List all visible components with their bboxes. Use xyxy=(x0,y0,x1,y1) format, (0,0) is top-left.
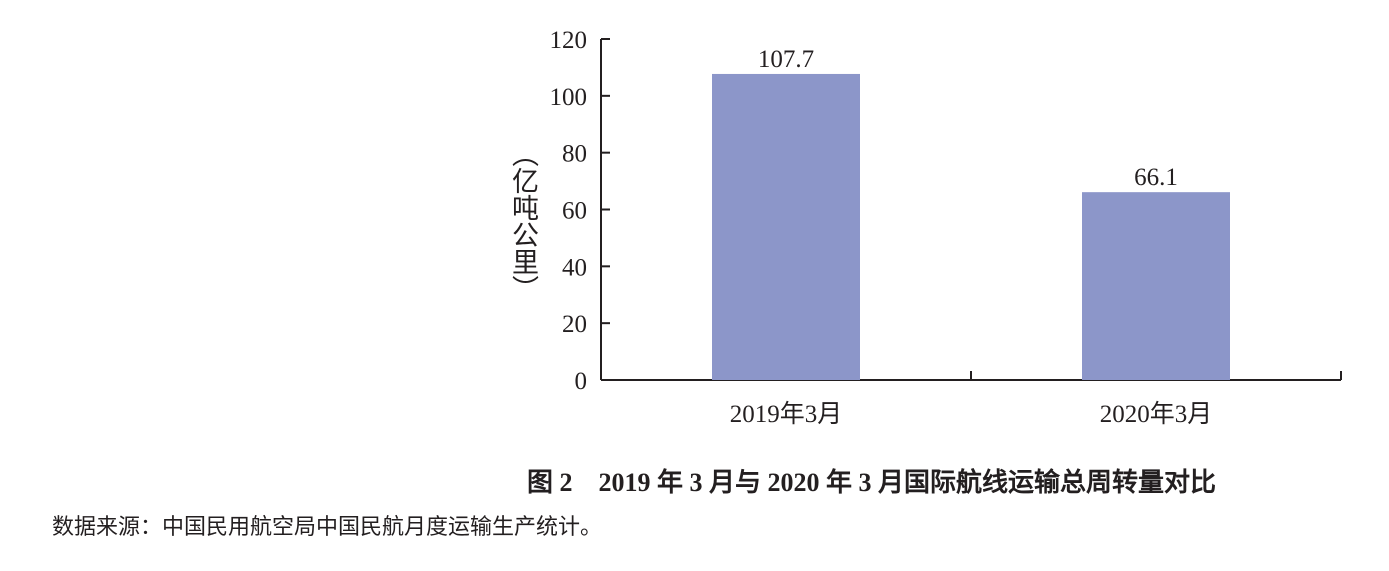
data-label: 107.7 xyxy=(758,46,814,73)
y-tick-label: 80 xyxy=(562,141,587,168)
bar xyxy=(1082,192,1230,380)
y-tick-label: 0 xyxy=(575,368,588,395)
data-source-note: 数据来源：中国民用航空局中国民航月度运输生产统计。 xyxy=(52,514,603,539)
y-tick-label: 100 xyxy=(550,84,588,111)
bar xyxy=(712,73,860,380)
data-label: 66.1 xyxy=(1134,164,1178,191)
y-axis-label: （亿吨公里） xyxy=(508,140,538,302)
y-tick-label: 20 xyxy=(562,311,587,338)
y-tick-label: 60 xyxy=(562,198,587,225)
x-tick-label: 2020年3月 xyxy=(1100,400,1213,428)
figure-caption: 图 2 2019 年 3 月与 2020 年 3 月国际航线运输总周转量对比 xyxy=(527,468,1217,497)
x-tick-label: 2019年3月 xyxy=(730,400,843,428)
y-tick-label: 120 xyxy=(550,27,588,54)
y-tick-label: 40 xyxy=(562,254,587,281)
